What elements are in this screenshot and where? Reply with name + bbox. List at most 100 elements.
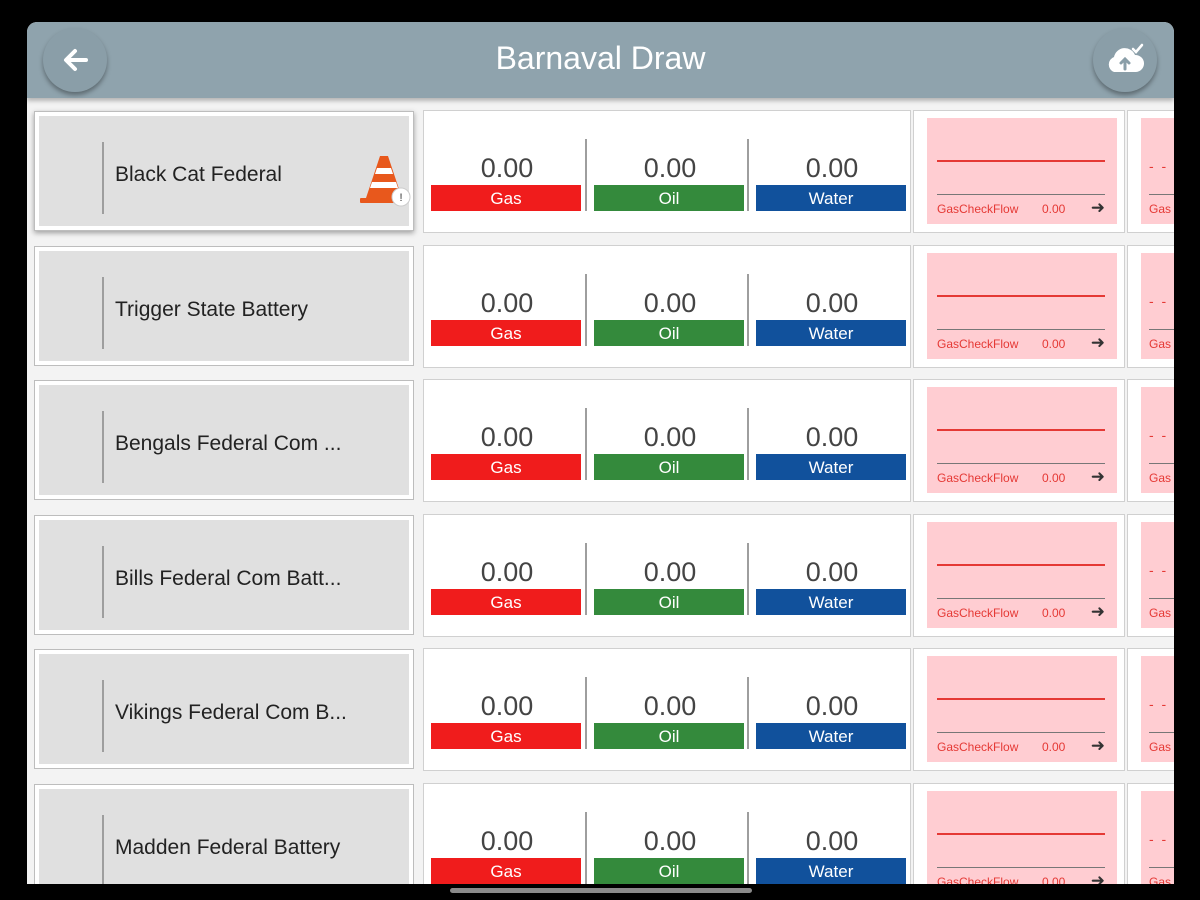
next-check-card[interactable]: - - - Gas (1127, 379, 1174, 502)
gas-cell[interactable]: 0.00 Gas (426, 649, 588, 772)
gas-cell[interactable]: 0.00 Gas (426, 111, 588, 234)
next-check-card[interactable]: - - - Gas (1127, 782, 1174, 885)
well-card-body: Vikings Federal Com B... (39, 654, 409, 764)
next-check-card[interactable]: - - - Gas (1127, 648, 1174, 771)
well-name: Trigger State Battery (115, 297, 308, 321)
next-check-card[interactable]: - - - Gas (1127, 513, 1174, 637)
oil-cell[interactable]: 0.00 Oil (589, 649, 751, 772)
divider (585, 273, 587, 346)
next-check-baseline (1149, 732, 1174, 733)
arrow-right-icon[interactable]: ➜ (1090, 467, 1105, 486)
gas-check-card[interactable]: GasCheckFlow 0.00 ➜ (913, 513, 1125, 637)
dashed-line: - - - (1149, 696, 1174, 712)
divider (585, 408, 587, 480)
gas-check-label: GasCheckFlow (937, 874, 1019, 885)
gas-check-card[interactable]: GasCheckFlow 0.00 ➜ (913, 110, 1125, 233)
sync-button[interactable] (1093, 28, 1157, 92)
water-cell[interactable]: 0.00 Water (751, 111, 913, 234)
gas-cell[interactable]: 0.00 Gas (426, 784, 588, 885)
arrow-right-icon[interactable]: ➜ (1090, 736, 1105, 755)
arrow-right-icon[interactable]: ➜ (1090, 601, 1105, 621)
divider (102, 411, 104, 483)
well-row: Madden Federal Battery 0.00 Gas 0.00 Oil… (27, 782, 1174, 885)
gas-check-panel: GasCheckFlow 0.00 ➜ (927, 387, 1117, 493)
dashed-line: - - - (1149, 830, 1174, 847)
traffic-cone-icon[interactable]: ! (356, 152, 412, 208)
water-label: Water (756, 857, 906, 884)
gas-check-line (937, 160, 1105, 162)
gas-check-baseline (937, 866, 1105, 868)
production-card[interactable]: 0.00 Gas 0.00 Oil 0.00 Water (423, 513, 913, 638)
oil-value: 0.00 (643, 287, 697, 318)
production-card[interactable]: 0.00 Gas 0.00 Oil 0.00 Water (423, 648, 911, 771)
next-check-baseline (1149, 866, 1174, 868)
oil-cell[interactable]: 0.00 Oil (589, 784, 751, 885)
well-card[interactable]: Black Cat Federal ! (34, 111, 414, 231)
dashed-line: - - - (1149, 158, 1174, 174)
well-card[interactable]: Bills Federal Com Batt... (34, 514, 414, 635)
oil-cell[interactable]: 0.00 Oil (589, 111, 751, 234)
gas-label: Gas (431, 723, 581, 749)
oil-cell[interactable]: 0.00 Oil (589, 380, 751, 503)
next-check-label: Gas (1149, 740, 1172, 754)
gas-check-panel: GasCheckFlow 0.00 ➜ (927, 656, 1117, 762)
production-card[interactable]: 0.00 Gas 0.00 Oil 0.00 Water (423, 782, 913, 885)
water-cell[interactable]: 0.00 Water (751, 784, 913, 885)
page-title: Barnaval Draw (495, 40, 706, 76)
gas-check-line (937, 294, 1105, 297)
gas-check-card[interactable]: GasCheckFlow 0.00 ➜ (913, 782, 1125, 885)
gas-value: 0.00 (480, 556, 534, 587)
gas-check-card[interactable]: GasCheckFlow 0.00 ➜ (913, 244, 1125, 368)
water-label: Water (756, 588, 906, 615)
oil-value: 0.00 (643, 556, 697, 587)
gas-cell[interactable]: 0.00 Gas (426, 380, 588, 503)
well-card[interactable]: Madden Federal Battery (34, 783, 414, 884)
divider (102, 680, 104, 752)
oil-label: Oil (594, 454, 744, 480)
arrow-right-icon[interactable]: ➜ (1090, 332, 1105, 352)
gas-check-card[interactable]: GasCheckFlow 0.00 ➜ (913, 648, 1125, 771)
next-check-label: Gas (1149, 336, 1172, 351)
next-check-label: Gas (1149, 874, 1172, 885)
production-card[interactable]: 0.00 Gas 0.00 Oil 0.00 Water (423, 244, 913, 369)
arrow-right-icon[interactable]: ➜ (1090, 198, 1105, 217)
water-cell[interactable]: 0.00 Water (751, 515, 913, 638)
well-card[interactable]: Bengals Federal Com ... (34, 380, 414, 500)
water-value: 0.00 (805, 422, 859, 452)
well-card-body: Madden Federal Battery (39, 788, 409, 884)
gas-check-card[interactable]: GasCheckFlow 0.00 ➜ (913, 379, 1125, 502)
well-card[interactable]: Vikings Federal Com B... (34, 649, 414, 769)
arrow-right-icon[interactable]: ➜ (1090, 870, 1105, 885)
next-check-baseline (1149, 463, 1174, 464)
dashed-line: - - - (1149, 292, 1174, 309)
well-card[interactable]: Trigger State Battery (34, 245, 414, 366)
gas-cell[interactable]: 0.00 Gas (426, 515, 588, 638)
water-cell[interactable]: 0.00 Water (751, 649, 913, 772)
home-indicator[interactable] (450, 888, 752, 893)
well-row: Trigger State Battery 0.00 Gas 0.00 Oil … (27, 244, 1174, 380)
gas-cell[interactable]: 0.00 Gas (426, 246, 588, 369)
gas-check-value: 0.00 (1042, 740, 1066, 754)
production-card[interactable]: 0.00 Gas 0.00 Oil 0.00 Water (423, 379, 911, 502)
well-row: Black Cat Federal ! 0.00 Gas 0.00 (27, 110, 1174, 245)
water-value: 0.00 (805, 556, 859, 587)
divider (102, 545, 104, 618)
gas-value: 0.00 (480, 691, 534, 721)
gas-value: 0.00 (480, 422, 534, 452)
gas-value: 0.00 (480, 287, 534, 318)
dashed-line: - - - (1149, 427, 1174, 443)
water-cell[interactable]: 0.00 Water (751, 246, 913, 369)
next-check-card[interactable]: - - - Gas (1127, 244, 1174, 368)
water-cell[interactable]: 0.00 Water (751, 380, 913, 503)
production-card[interactable]: 0.00 Gas 0.00 Oil 0.00 Water (423, 110, 911, 233)
oil-cell[interactable]: 0.00 Oil (589, 246, 751, 369)
water-label: Water (756, 454, 906, 480)
oil-cell[interactable]: 0.00 Oil (589, 515, 751, 638)
back-button[interactable] (43, 28, 107, 92)
gas-label: Gas (431, 185, 581, 211)
oil-label: Oil (594, 319, 744, 346)
divider (585, 811, 587, 884)
gas-check-line (937, 563, 1105, 566)
next-check-card[interactable]: - - - Gas (1127, 110, 1174, 233)
water-value: 0.00 (805, 825, 859, 856)
